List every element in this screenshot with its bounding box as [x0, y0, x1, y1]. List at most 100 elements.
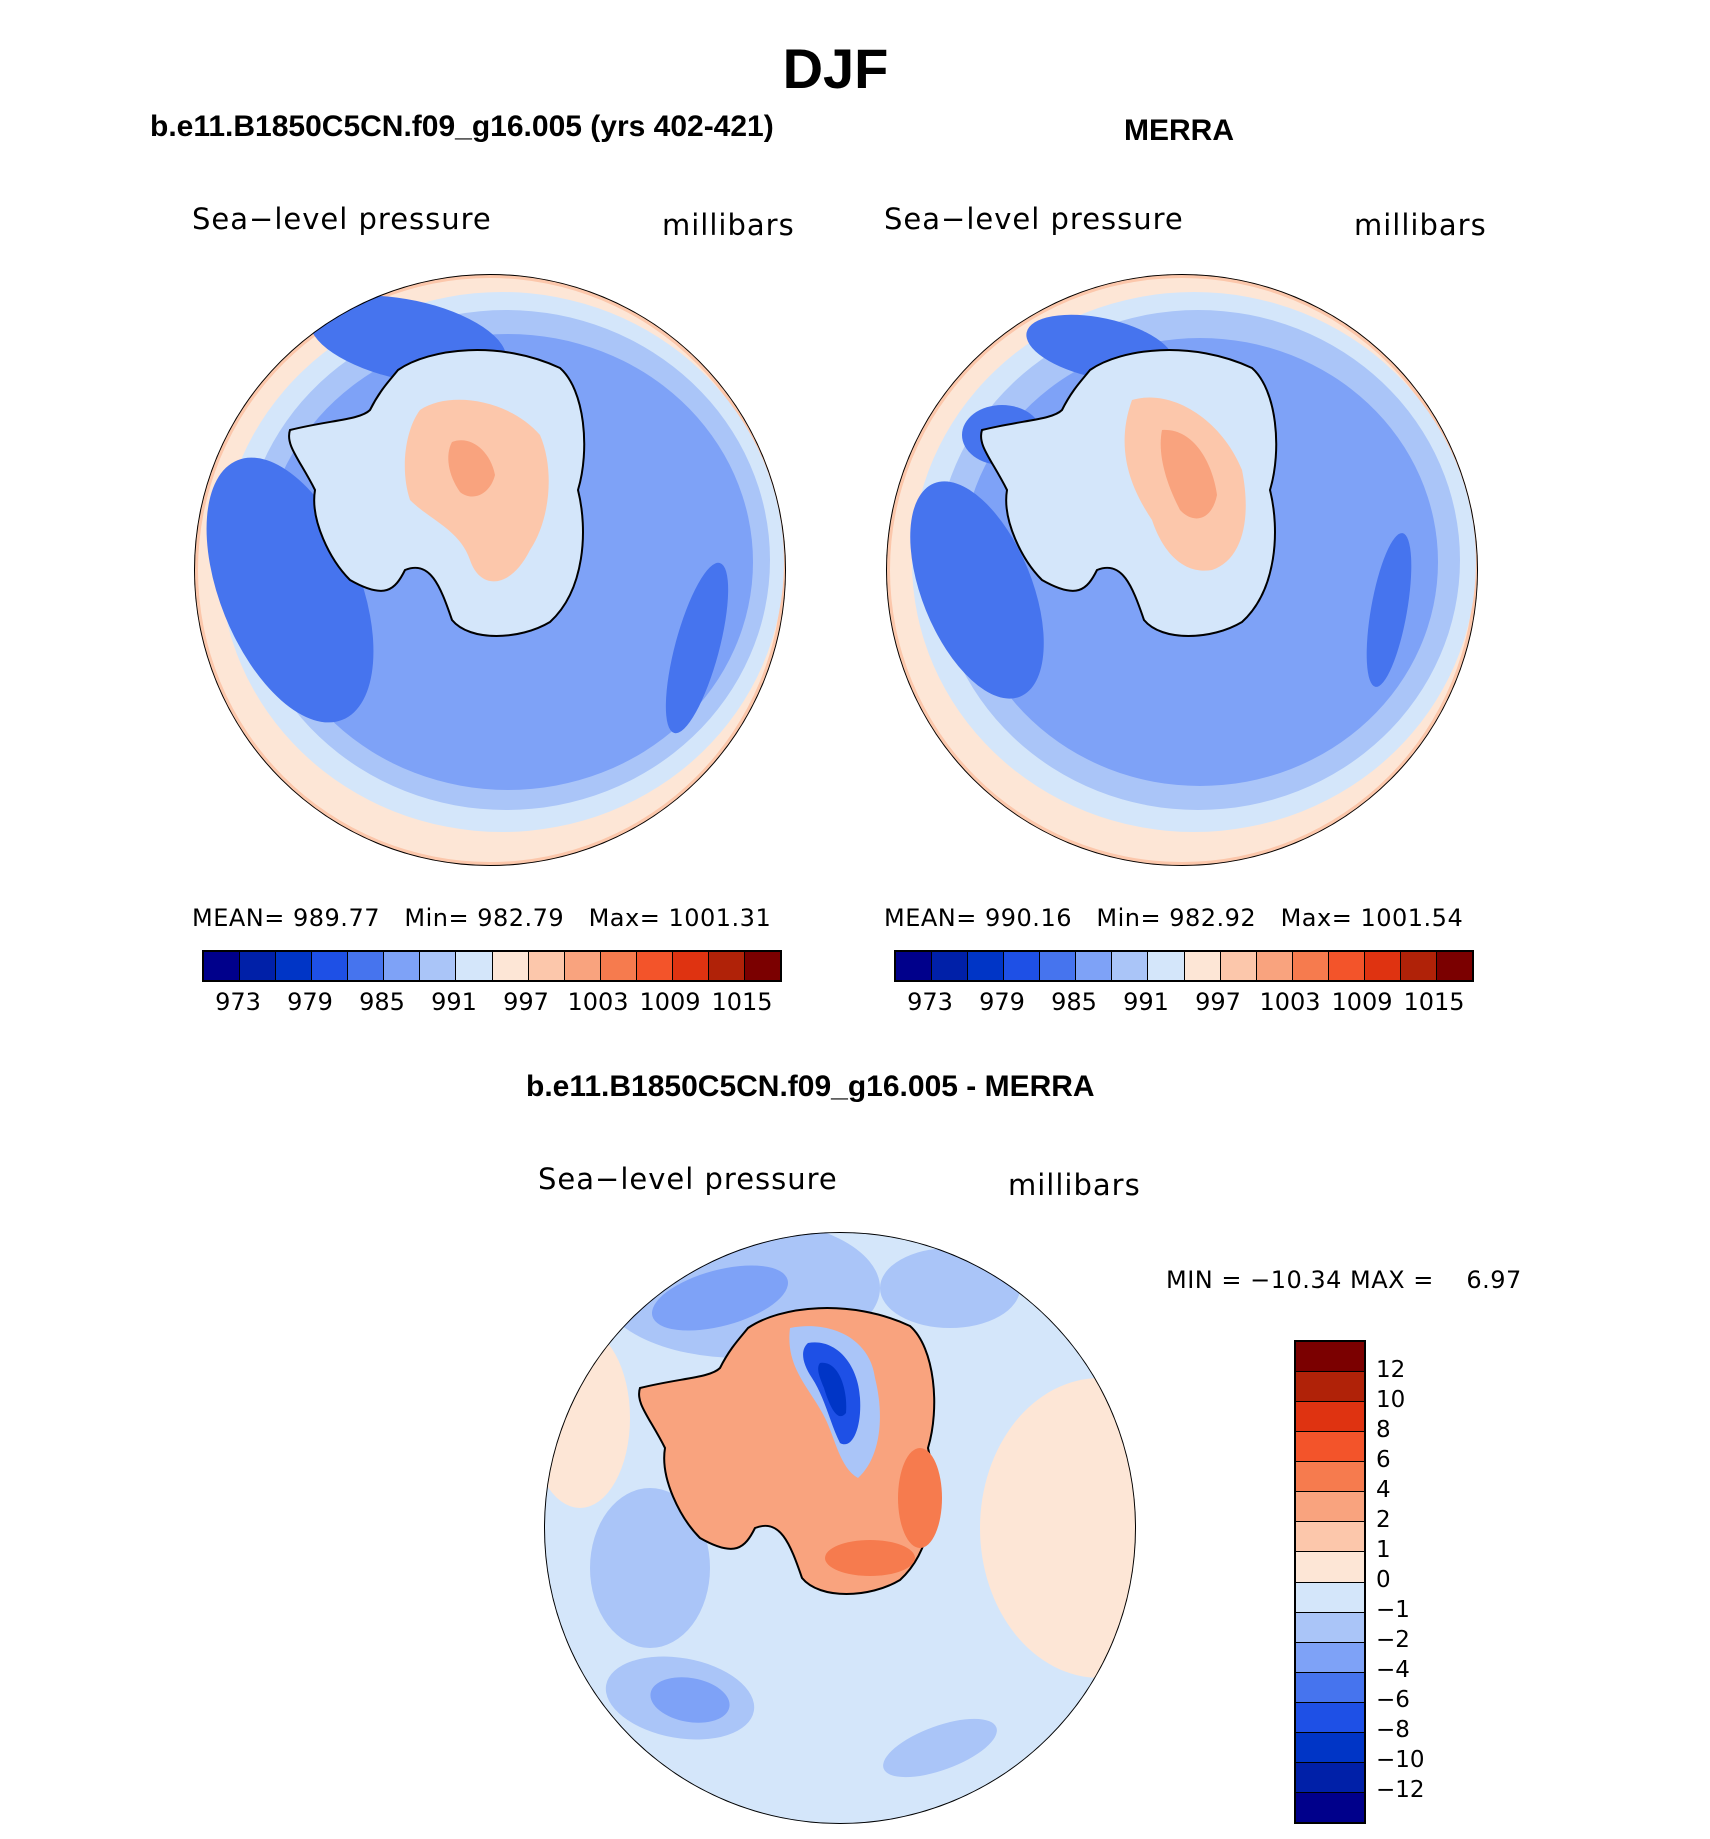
colorbar-tick-label: −4: [1376, 1657, 1410, 1683]
colorbar-swatch: [1296, 1462, 1364, 1493]
colorbar-swatch: [600, 952, 637, 980]
colorbar-swatch: [564, 952, 601, 980]
colorbar-swatch: [1296, 1672, 1364, 1703]
colorbar-swatch: [1296, 1732, 1364, 1763]
colorbar-swatch: [1296, 1522, 1364, 1553]
colorbar-tick-label: 1009: [1331, 988, 1393, 1016]
colorbar-swatch: [1296, 1372, 1364, 1403]
panel-1-colorbar-labels: 973 979 985 991 997 1003 1009 1015: [202, 988, 782, 1018]
colorbar-tick-label: 991: [431, 988, 477, 1016]
colorbar-swatch: [1296, 1402, 1364, 1433]
colorbar-tick-label: 1003: [567, 988, 629, 1016]
colorbar-swatch: [276, 952, 313, 980]
colorbar-tick-label: 4: [1376, 1477, 1391, 1503]
colorbar-swatch: [384, 952, 421, 980]
colorbar-tick-label: 973: [907, 988, 953, 1016]
panel-2-colorbar-labels: 973 979 985 991 997 1003 1009 1015: [894, 988, 1474, 1018]
colorbar-swatch: [456, 952, 493, 980]
diff-panel-map: [544, 1232, 1136, 1824]
panel-1-map: [194, 274, 786, 866]
colorbar-tick-label: 2: [1376, 1507, 1391, 1533]
colorbar-tick-label: 985: [359, 988, 405, 1016]
colorbar-tick-label: 1009: [639, 988, 701, 1016]
colorbar-tick-label: 1015: [711, 988, 773, 1016]
colorbar-tick-label: 12: [1376, 1357, 1406, 1383]
colorbar-tick-label: 985: [1051, 988, 1097, 1016]
colorbar-swatch: [1296, 1702, 1364, 1733]
colorbar-swatch: [1296, 1342, 1364, 1373]
colorbar-swatch: [1220, 952, 1257, 980]
diff-panel-title: b.e11.B1850C5CN.f09_g16.005 - MERRA: [526, 1070, 1095, 1103]
colorbar-swatch: [1112, 952, 1149, 980]
colorbar-tick-label: 997: [1195, 988, 1241, 1016]
colorbar-swatch: [1328, 952, 1365, 980]
colorbar-tick-label: 0: [1376, 1567, 1391, 1593]
colorbar-swatch: [1040, 952, 1077, 980]
colorbar-tick-label: −10: [1376, 1747, 1425, 1773]
colorbar-swatch: [204, 952, 241, 980]
colorbar-swatch: [528, 952, 565, 980]
main-title: DJF: [782, 37, 889, 100]
colorbar-swatch: [1436, 952, 1472, 980]
colorbar-swatch: [1296, 1432, 1364, 1463]
panel-2-map: [886, 274, 1478, 866]
panel-1-variable: Sea−level pressure: [192, 202, 492, 236]
colorbar-tick-label: 997: [503, 988, 549, 1016]
colorbar-swatch: [1296, 1582, 1364, 1613]
colorbar-swatch: [1148, 952, 1185, 980]
colorbar-swatch: [1296, 1552, 1364, 1583]
colorbar-tick-label: 8: [1376, 1417, 1391, 1443]
colorbar-tick-label: 991: [1123, 988, 1169, 1016]
colorbar-tick-label: −1: [1376, 1597, 1410, 1623]
diff-colorbar-labels: 12 10 8 6 4 2 1 0 −1 −2 −4 −6 −8 −10 −12: [1376, 1340, 1456, 1820]
colorbar-swatch: [672, 952, 709, 980]
colorbar-swatch: [896, 952, 933, 980]
colorbar-swatch: [312, 952, 349, 980]
colorbar-swatch: [240, 952, 277, 980]
panel-2-colorbar: [894, 950, 1474, 982]
panel-2-title: MERRA: [1124, 114, 1234, 147]
colorbar-swatch: [1184, 952, 1221, 980]
colorbar-tick-label: 979: [287, 988, 333, 1016]
colorbar-swatch: [1364, 952, 1401, 980]
diff-panel-units: millibars: [1008, 1168, 1141, 1202]
colorbar-tick-label: −12: [1376, 1777, 1425, 1803]
diff-panel-minmax: MIN = −10.34 MAX = 6.97: [1166, 1266, 1522, 1294]
diff-panel-variable: Sea−level pressure: [538, 1162, 838, 1196]
colorbar-tick-label: 973: [215, 988, 261, 1016]
colorbar-tick-label: 1015: [1403, 988, 1465, 1016]
colorbar-swatch: [1296, 1762, 1364, 1793]
panel-1-stats: MEAN= 989.77 Min= 982.79 Max= 1001.31: [192, 904, 772, 932]
colorbar-swatch: [1296, 1612, 1364, 1643]
diff-colorbar: [1294, 1340, 1366, 1824]
colorbar-tick-label: −8: [1376, 1717, 1410, 1743]
colorbar-swatch: [1004, 952, 1041, 980]
colorbar-swatch: [1296, 1492, 1364, 1523]
colorbar-swatch: [1076, 952, 1113, 980]
colorbar-swatch: [636, 952, 673, 980]
panel-2-units: millibars: [1354, 208, 1487, 242]
colorbar-tick-label: −2: [1376, 1627, 1410, 1653]
colorbar-tick-label: 1: [1376, 1537, 1391, 1563]
colorbar-swatch: [1296, 1792, 1364, 1822]
colorbar-tick-label: 6: [1376, 1447, 1391, 1473]
colorbar-tick-label: 1003: [1259, 988, 1321, 1016]
colorbar-swatch: [1400, 952, 1437, 980]
colorbar-swatch: [1292, 952, 1329, 980]
panel-2-stats: MEAN= 990.16 Min= 982.92 Max= 1001.54: [884, 904, 1464, 932]
colorbar-swatch: [968, 952, 1005, 980]
colorbar-swatch: [744, 952, 780, 980]
colorbar-swatch: [708, 952, 745, 980]
colorbar-swatch: [1296, 1642, 1364, 1673]
panel-2-variable: Sea−level pressure: [884, 202, 1184, 236]
colorbar-tick-label: −6: [1376, 1687, 1410, 1713]
colorbar-swatch: [420, 952, 457, 980]
colorbar-tick-label: 979: [979, 988, 1025, 1016]
colorbar-tick-label: 10: [1376, 1387, 1406, 1413]
panel-1-colorbar: [202, 950, 782, 982]
colorbar-swatch: [492, 952, 529, 980]
panel-1-title: b.e11.B1850C5CN.f09_g16.005 (yrs 402-421…: [150, 110, 774, 143]
panel-1-units: millibars: [662, 208, 795, 242]
colorbar-swatch: [932, 952, 969, 980]
colorbar-swatch: [348, 952, 385, 980]
